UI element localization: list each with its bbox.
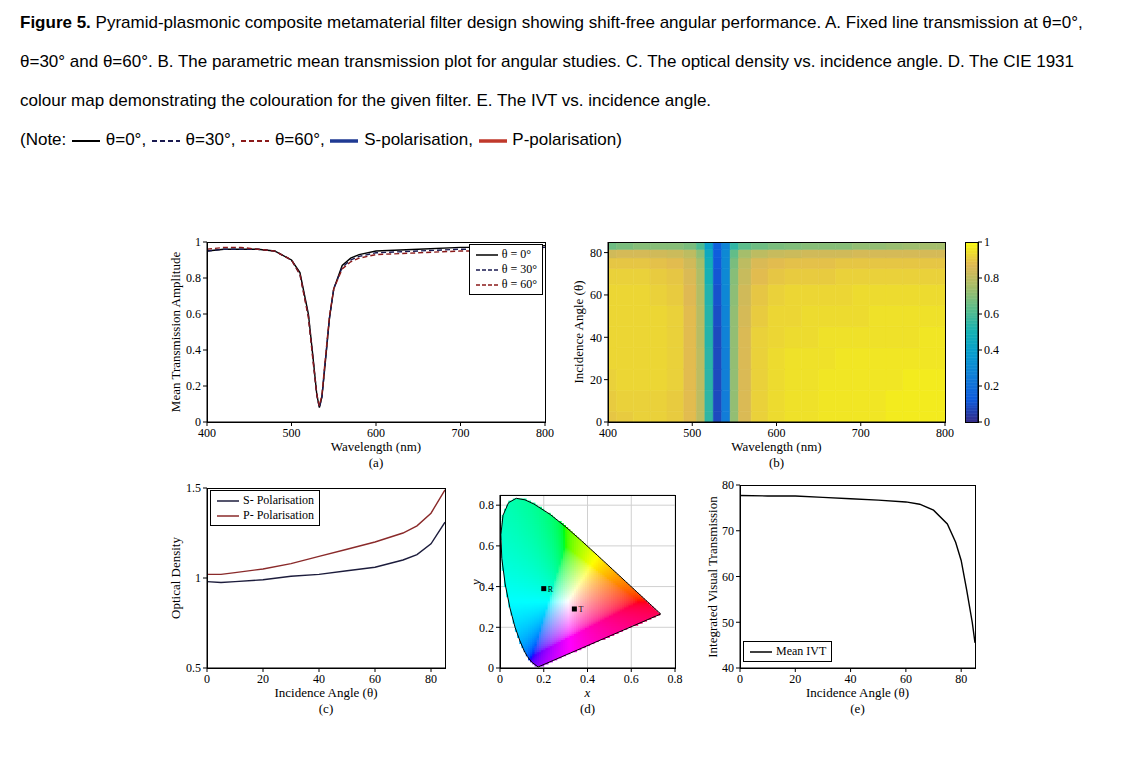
html-text:(a): (a) (368, 454, 384, 470)
svg-text:0.8: 0.8 (668, 672, 683, 686)
html-text:Figure 5. Pyramid-plasmonic co: Figure 5. Pyramid-plasmonic composite me… (20, 13, 1083, 110)
svg-text:600: 600 (768, 426, 786, 440)
html-text:S- Polarisation: S- Polarisation (243, 493, 314, 507)
svg-text:0.2: 0.2 (984, 379, 999, 393)
svg-text:80: 80 (590, 246, 602, 260)
html-text:θ=30°,: θ=30°, (185, 130, 236, 149)
html-text:P- Polarisation: P- Polarisation (243, 508, 314, 522)
svg-text:0.2: 0.2 (186, 379, 201, 393)
svg-text:1: 1 (195, 235, 201, 249)
svg-text:0: 0 (596, 415, 602, 429)
svg-text:0.4: 0.4 (580, 672, 595, 686)
svg-text:800: 800 (936, 426, 954, 440)
svg-text:80: 80 (722, 478, 734, 492)
svg-text:0.8: 0.8 (479, 498, 494, 512)
svg-text:50: 50 (722, 616, 734, 630)
html-text:θ = 0°: θ = 0° (501, 247, 531, 261)
svg-text:0.4: 0.4 (186, 343, 201, 357)
svg-text:700: 700 (452, 426, 470, 440)
svg-text:40: 40 (590, 331, 602, 345)
svg-text:60: 60 (900, 672, 912, 686)
html-text:θ = 30°: θ = 30° (501, 262, 537, 276)
html-text:Mean Transmission Amplitude: Mean Transmission Amplitude (167, 251, 183, 413)
svg-text:70: 70 (722, 524, 734, 538)
svg-text:500: 500 (283, 426, 301, 440)
svg-text:40: 40 (845, 672, 857, 686)
svg-text:40: 40 (722, 661, 734, 675)
svg-text:60: 60 (369, 672, 381, 686)
svg-text:0.2: 0.2 (479, 621, 494, 635)
svg-text:600: 600 (367, 426, 385, 440)
html-text:(b): (b) (768, 454, 785, 470)
svg-text:0: 0 (195, 415, 201, 429)
svg-text:0: 0 (497, 672, 503, 686)
svg-text:0.4: 0.4 (479, 579, 494, 594)
svg-text:T: T (578, 605, 583, 614)
svg-text:0.2: 0.2 (536, 672, 551, 686)
svg-text:R: R (548, 585, 554, 594)
svg-text:1: 1 (195, 571, 201, 585)
svg-text:700: 700 (852, 426, 870, 440)
html-text:(Note:: (Note: (20, 130, 67, 149)
html-text:Mean IVT: Mean IVT (776, 644, 827, 658)
svg-text:0.8: 0.8 (984, 271, 999, 285)
svg-text:20: 20 (257, 672, 269, 686)
svg-text:0.6: 0.6 (479, 539, 494, 553)
html-text:S-polarisation,: S-polarisation, (364, 130, 473, 149)
svg-text:20: 20 (789, 672, 801, 686)
svg-text:60: 60 (590, 288, 602, 302)
svg-text:0.8: 0.8 (186, 271, 201, 285)
html-text:Integrated Visual Transmission: Integrated Visual Transmission (704, 495, 720, 658)
svg-text:1: 1 (984, 235, 990, 249)
svg-text:80: 80 (955, 672, 967, 686)
svg-text:0: 0 (204, 672, 210, 686)
svg-text:500: 500 (683, 426, 701, 440)
html-text:Optical Density: Optical Density (167, 537, 183, 619)
html-text:(c): (c) (318, 700, 334, 716)
svg-text:0.6: 0.6 (186, 307, 201, 321)
html-text:Incidence Angle (θ): Incidence Angle (θ) (570, 280, 586, 384)
html-text:θ=60°,: θ=60°, (274, 130, 325, 149)
svg-text:800: 800 (536, 426, 554, 440)
svg-text:60: 60 (722, 570, 734, 584)
svg-text:20: 20 (590, 373, 602, 387)
html-text:P-polarisation): P-polarisation) (512, 130, 622, 149)
svg-text:400: 400 (599, 425, 617, 440)
svg-text:0: 0 (737, 672, 743, 686)
html-text:Incidence Angle (θ): Incidence Angle (θ) (274, 684, 378, 700)
svg-text:1.5: 1.5 (186, 481, 201, 495)
svg-text:0.6: 0.6 (984, 307, 999, 321)
html-text:y: y (467, 578, 483, 585)
svg-text:80: 80 (425, 672, 437, 686)
html-text:(d): (d) (579, 700, 596, 716)
html-text:Wavelength (nm): Wavelength (nm) (731, 438, 822, 454)
svg-text:0.4: 0.4 (984, 343, 999, 357)
svg-text:0: 0 (488, 661, 494, 675)
html-text:θ = 60°: θ = 60° (501, 277, 537, 291)
html-text:θ=0°,: θ=0°, (105, 130, 147, 149)
svg-text:40: 40 (313, 672, 325, 686)
svg-text:400: 400 (198, 425, 216, 440)
html-text:x: x (584, 684, 591, 700)
html-text:(e): (e) (850, 700, 865, 716)
svg-text:0.5: 0.5 (186, 661, 201, 675)
svg-text:0.6: 0.6 (624, 672, 639, 686)
html-text:Incidence Angle (θ): Incidence Angle (θ) (806, 684, 909, 700)
svg-text:0: 0 (984, 415, 990, 429)
html-text:Wavelength (nm): Wavelength (nm) (330, 438, 422, 454)
